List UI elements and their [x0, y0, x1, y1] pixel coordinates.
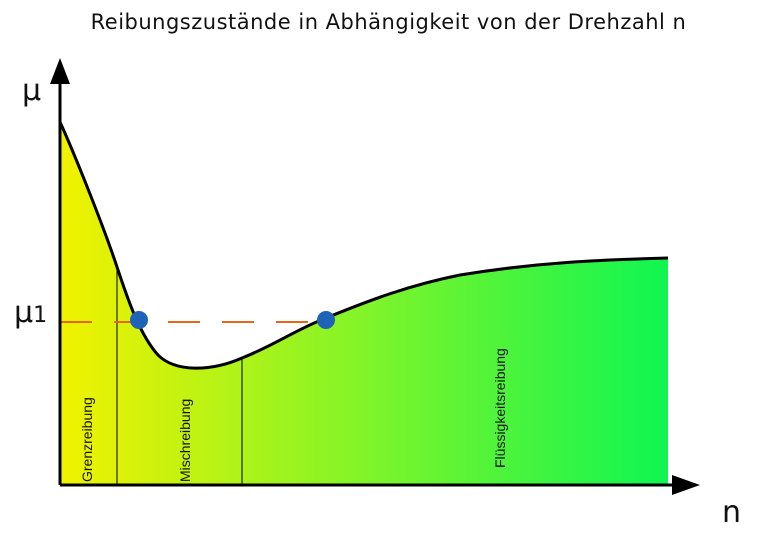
y-axis-arrow — [50, 58, 70, 84]
region-label-grenzreibung: Grenzreibung — [79, 397, 95, 482]
diagram-title: Reibungszustände in Abhängigkeit von der… — [90, 10, 687, 34]
x-axis-arrow — [672, 475, 700, 495]
intersection-point-right — [317, 311, 335, 329]
mu1-base: μ — [14, 295, 33, 330]
friction-curve — [58, 121, 669, 370]
region-label-fluessigkeitsreibung: Flüssigkeitsreibung — [492, 348, 508, 468]
mu1-label: μ1 — [14, 295, 47, 330]
region-label-mischreibung: Mischreibung — [177, 399, 193, 482]
x-axis-label: n — [722, 495, 741, 530]
intersection-point-left — [130, 311, 148, 329]
y-axis-label: μ — [22, 73, 41, 108]
mu1-subscript: 1 — [33, 303, 47, 328]
